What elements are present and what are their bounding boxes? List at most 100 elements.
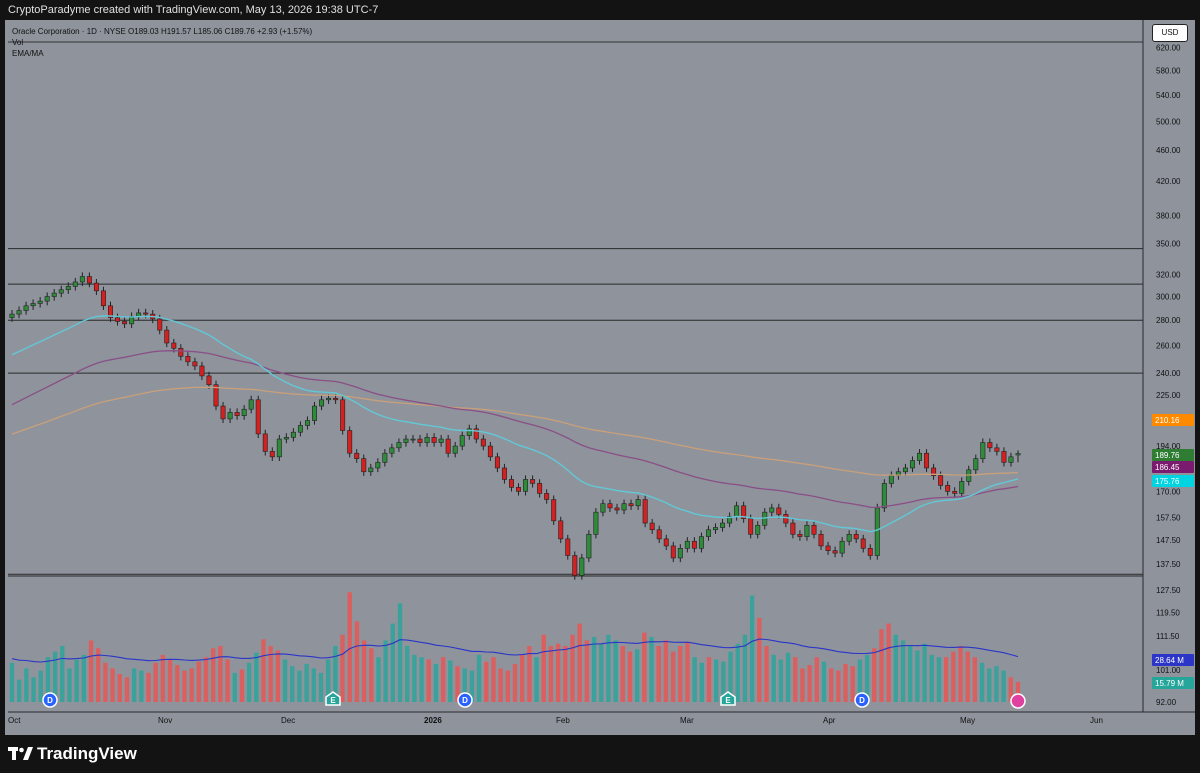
volume-bar <box>412 654 417 702</box>
volume-bar <box>958 646 963 702</box>
candle-down <box>494 452 500 473</box>
chart-frame[interactable] <box>5 20 1195 735</box>
attribution-bar: CryptoParadyme created with TradingView.… <box>0 0 1200 20</box>
volume-bar <box>785 652 791 702</box>
candle-down <box>783 510 789 528</box>
candle-up <box>846 530 852 546</box>
candle-down <box>670 541 676 563</box>
volume-bar <box>246 662 252 702</box>
candle-down <box>537 479 543 498</box>
candle-down <box>178 344 184 361</box>
price-tick-label: 157.50 <box>1156 514 1181 523</box>
vol-indicator-label[interactable]: Vol <box>12 38 24 47</box>
ema-ma-indicator-label[interactable]: EMA/MA <box>12 49 44 58</box>
candle-down <box>262 429 268 456</box>
candle-up <box>959 477 965 498</box>
ma-orange-line <box>11 386 1019 476</box>
candle-down <box>473 424 479 444</box>
candle-up <box>586 530 592 563</box>
candle-body <box>825 545 831 551</box>
candle-up <box>375 458 381 473</box>
volume-bar <box>376 657 381 702</box>
candle-down <box>206 371 212 389</box>
volume-bar <box>397 603 403 702</box>
candle-down <box>487 441 493 461</box>
candle-up <box>51 289 57 301</box>
volume-bar <box>577 623 582 702</box>
volume-bar <box>52 651 58 702</box>
price-tick-label: 101.00 <box>1156 666 1181 675</box>
volume-bar <box>1001 670 1006 702</box>
candle-body <box>867 548 873 556</box>
price-tick-label: 92.00 <box>1156 698 1177 707</box>
candle-up <box>44 292 50 306</box>
volume-bar <box>972 657 978 702</box>
candle-body <box>635 499 641 507</box>
tradingview-brand[interactable]: TradingView <box>37 744 137 763</box>
chart-legend: Oracle Corporation · 1D · NYSE O189.03 H… <box>12 26 312 59</box>
candle-down <box>825 541 831 555</box>
candle-up <box>129 312 135 329</box>
price-tag-label: 186.45 <box>1155 463 1180 472</box>
candle-down <box>952 487 958 498</box>
price-tick-label: 170.00 <box>1156 487 1181 496</box>
volume-bar <box>979 662 985 702</box>
volume-bar <box>548 646 554 702</box>
price-tag-label: 189.76 <box>1155 451 1180 460</box>
candle-body <box>248 399 254 410</box>
volume-bar <box>692 657 697 702</box>
volume-bar <box>879 629 884 702</box>
candle-up <box>713 523 718 534</box>
event-marker-label: D <box>462 696 468 705</box>
candle-body <box>881 483 887 509</box>
price-tag-label: 15.79 M <box>1155 679 1184 688</box>
candle-down <box>867 544 873 560</box>
candle-body <box>375 462 381 469</box>
volume-bar <box>814 657 819 702</box>
price-tick-label: 119.50 <box>1156 608 1180 617</box>
candle-down <box>741 501 747 523</box>
candle-down <box>213 380 219 411</box>
tradingview-logo-icon[interactable] <box>8 744 34 762</box>
candle-down <box>445 434 451 458</box>
candle-body <box>403 438 409 443</box>
candle-body <box>705 529 711 537</box>
candle-up <box>16 306 22 319</box>
volume-bar <box>778 659 784 702</box>
candle-down <box>480 434 486 451</box>
candle-body <box>65 286 71 291</box>
candle-up <box>37 297 43 308</box>
candle-body <box>846 534 852 542</box>
candle-body <box>586 534 592 559</box>
candle-up <box>1008 452 1014 467</box>
candle-body <box>227 412 233 420</box>
volume-bar <box>491 657 496 702</box>
candle-body <box>410 438 416 441</box>
volume-bar <box>484 661 489 702</box>
candle-body <box>16 310 22 315</box>
price-tag-box <box>1152 449 1194 461</box>
candle-body <box>804 524 810 537</box>
volume-bar <box>857 659 863 702</box>
candle-down <box>628 499 634 510</box>
candle-body <box>973 458 979 471</box>
currency-button[interactable]: USD <box>1152 24 1188 42</box>
candle-body <box>516 487 521 492</box>
candle-body <box>797 534 803 537</box>
candle-body <box>44 296 50 302</box>
time-axis-label: Dec <box>281 716 295 725</box>
candle-body <box>656 529 662 540</box>
candle-down <box>558 516 564 544</box>
candle-body <box>473 428 479 440</box>
price-tick-label: 380.00 <box>1156 211 1181 220</box>
candle-down <box>255 395 261 439</box>
candle-up <box>459 431 465 451</box>
candle-body <box>319 399 325 407</box>
candle-body <box>670 545 676 559</box>
price-tick-label: 147.50 <box>1156 536 1181 545</box>
volume-bar <box>613 640 618 702</box>
candle-body <box>445 438 451 454</box>
candle-body <box>684 540 690 549</box>
candle-body <box>1008 456 1014 463</box>
